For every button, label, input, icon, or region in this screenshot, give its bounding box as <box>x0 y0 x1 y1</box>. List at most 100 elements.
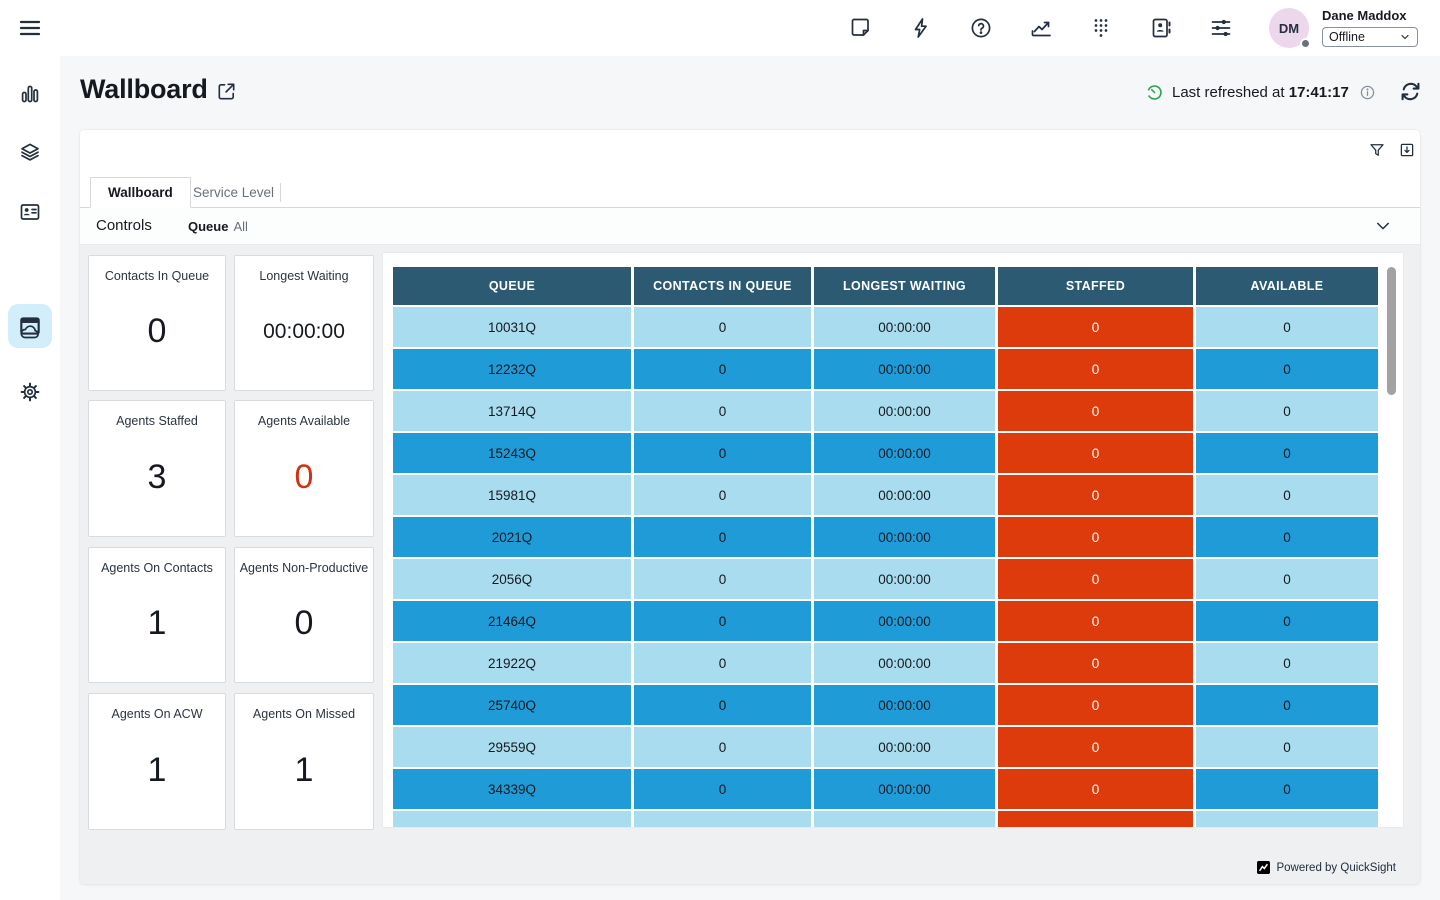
kpi-card-longest-waiting: Longest Waiting 00:00:00 <box>234 255 374 391</box>
cloud-icon[interactable] <box>18 320 42 344</box>
cell-queue: 15981Q <box>393 475 631 515</box>
cell-queue: 2021Q <box>393 517 631 557</box>
controls-collapse-chevron-icon[interactable] <box>1374 217 1392 235</box>
queue-filter-control[interactable]: QueueAll <box>188 219 248 234</box>
cell-queue: 25740Q <box>393 685 631 725</box>
cell-contacts-in-queue: 0 <box>634 559 811 599</box>
table-row: 12232Q000:00:0000 <box>393 349 1366 389</box>
agent-status-value: Offline <box>1329 30 1365 44</box>
cell-queue <box>393 811 631 828</box>
layers-icon[interactable] <box>18 140 42 164</box>
last-refreshed-text: Last refreshed at 17:41:17 <box>1172 84 1349 101</box>
cell-queue: 21464Q <box>393 601 631 641</box>
help-icon[interactable] <box>969 16 993 40</box>
column-header-available: AVAILABLE <box>1196 267 1378 305</box>
directory-icon[interactable] <box>1149 16 1173 40</box>
tab-bar: Wallboard Service Level <box>80 177 1420 208</box>
last-refreshed: Last refreshed at 17:41:17 <box>1145 81 1376 103</box>
top-icon-row <box>849 16 1233 40</box>
cell-available: 0 <box>1196 307 1378 347</box>
cell-staffed: 0 <box>998 307 1193 347</box>
last-refreshed-label: Last refreshed at <box>1172 84 1285 101</box>
cell-available: 0 <box>1196 643 1378 683</box>
kpi-label: Agents On Contacts <box>97 561 217 575</box>
cell-staffed: 0 <box>998 685 1193 725</box>
cell-queue: 10031Q <box>393 307 631 347</box>
cell-longest-waiting: 00:00:00 <box>814 601 995 641</box>
cell-staffed: 0 <box>998 559 1193 599</box>
id-card-icon[interactable] <box>18 200 42 224</box>
refresh-icon[interactable] <box>1398 79 1423 104</box>
controls-bar: Controls QueueAll <box>80 208 1420 245</box>
cell-available: 0 <box>1196 433 1378 473</box>
quicksight-footer: Powered by QuickSight <box>1257 861 1396 874</box>
cell-longest-waiting: 00:00:00 <box>814 391 995 431</box>
cell-queue: 15243Q <box>393 433 631 473</box>
settings-sliders-icon[interactable] <box>1209 16 1233 40</box>
cell-contacts-in-queue: 0 <box>634 601 811 641</box>
kpi-card-contacts-in-queue: Contacts In Queue 0 <box>88 255 226 391</box>
cell-longest-waiting: 00:00:00 <box>814 433 995 473</box>
cell-contacts-in-queue: 0 <box>634 307 811 347</box>
kpi-value: 0 <box>148 283 167 390</box>
kpi-card-agents-on-acw: Agents On ACW 1 <box>88 693 226 830</box>
cell-contacts-in-queue: 0 <box>634 517 811 557</box>
download-icon[interactable] <box>1398 141 1416 159</box>
table-row: 10031Q000:00:0000 <box>393 307 1366 347</box>
kpi-label: Agents On ACW <box>107 707 206 721</box>
cell-longest-waiting <box>814 811 995 828</box>
hamburger-menu-icon[interactable] <box>18 16 42 40</box>
table-vertical-scrollbar[interactable] <box>1387 267 1396 395</box>
last-refreshed-time: 17:41:17 <box>1289 84 1349 101</box>
user-block: Dane Maddox Offline <box>1322 8 1422 47</box>
cell-contacts-in-queue: 0 <box>634 433 811 473</box>
kpi-label: Longest Waiting <box>255 269 352 283</box>
table-row: 21922Q000:00:0000 <box>393 643 1366 683</box>
kpi-value: 1 <box>148 575 167 682</box>
cell-available: 0 <box>1196 349 1378 389</box>
cell-queue: 13714Q <box>393 391 631 431</box>
kpi-label: Contacts In Queue <box>101 269 213 283</box>
cell-staffed: 0 <box>998 643 1193 683</box>
table-row <box>393 811 1366 828</box>
filter-icon[interactable] <box>1368 141 1386 159</box>
cell-longest-waiting: 00:00:00 <box>814 349 995 389</box>
table-row: 2021Q000:00:0000 <box>393 517 1366 557</box>
kpi-card-agents-non-productive: Agents Non-Productive 0 <box>234 547 374 683</box>
dialpad-icon[interactable] <box>1089 16 1113 40</box>
cell-contacts-in-queue: 0 <box>634 475 811 515</box>
tab-wallboard[interactable]: Wallboard <box>90 177 191 208</box>
metrics-icon[interactable] <box>1029 16 1053 40</box>
gear-icon[interactable] <box>18 380 42 404</box>
bar-chart-icon[interactable] <box>18 82 42 106</box>
queue-filter-label: Queue <box>188 219 228 234</box>
notes-icon[interactable] <box>849 16 873 40</box>
kpi-card-agents-on-contacts: Agents On Contacts 1 <box>88 547 226 683</box>
cell-available: 0 <box>1196 391 1378 431</box>
tab-service-level-label: Service Level <box>193 185 274 200</box>
cell-staffed: 0 <box>998 727 1193 767</box>
cell-available: 0 <box>1196 475 1378 515</box>
user-avatar[interactable]: DM <box>1269 8 1309 48</box>
table-row: 2056Q000:00:0000 <box>393 559 1366 599</box>
kpi-card-agents-available: Agents Available 0 <box>234 400 374 537</box>
kpi-value: 1 <box>148 721 167 829</box>
tab-service-level[interactable]: Service Level <box>176 177 291 208</box>
external-link-icon[interactable] <box>215 80 238 103</box>
column-header-staffed: STAFFED <box>998 267 1193 305</box>
panel-toolbar <box>1368 141 1416 159</box>
column-header-queue: QUEUE <box>393 267 631 305</box>
cell-staffed: 0 <box>998 475 1193 515</box>
column-header-longest-waiting: LONGEST WAITING <box>814 267 995 305</box>
kpi-value: 3 <box>148 428 167 536</box>
cell-contacts-in-queue: 0 <box>634 643 811 683</box>
cell-staffed: 0 <box>998 349 1193 389</box>
table-row: 34339Q000:00:0000 <box>393 769 1366 809</box>
cell-staffed: 0 <box>998 769 1193 809</box>
agent-status-select[interactable]: Offline <box>1322 27 1418 47</box>
kpi-card-agents-on-missed: Agents On Missed 1 <box>234 693 374 830</box>
kpi-value: 00:00:00 <box>263 283 345 390</box>
info-icon[interactable] <box>1359 84 1376 101</box>
quick-actions-icon[interactable] <box>909 16 933 40</box>
kpi-label: Agents On Missed <box>249 707 359 721</box>
